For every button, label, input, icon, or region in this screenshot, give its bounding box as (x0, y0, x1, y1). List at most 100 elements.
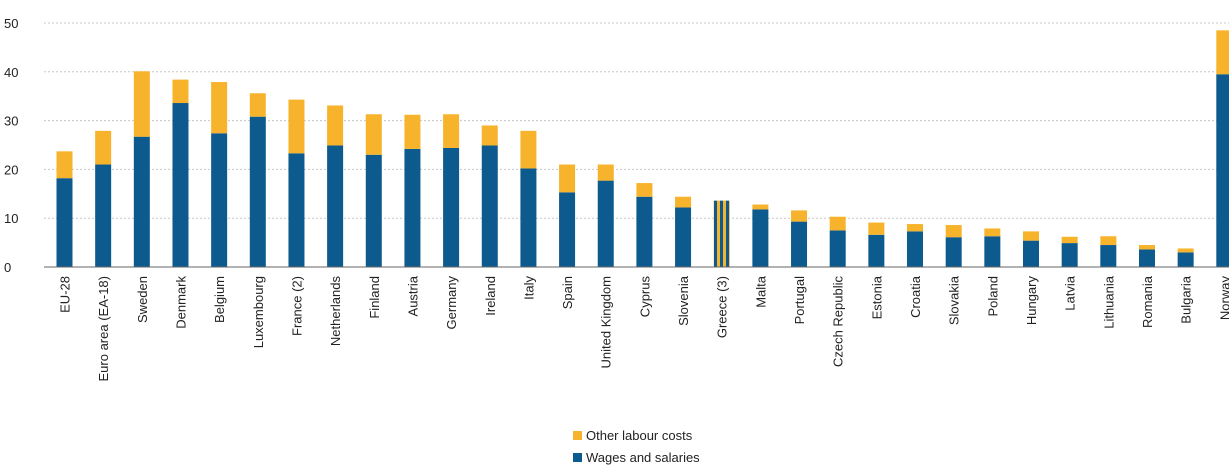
bar-wages-norway (1216, 74, 1229, 267)
bar-wages-spain (559, 192, 575, 267)
x-label-croatia: Croatia (908, 275, 923, 318)
bar-other-cyprus (636, 183, 652, 197)
bar-other-bulgaria (1178, 248, 1194, 252)
bar-other-croatia (907, 224, 923, 231)
x-label-italy: Italy (521, 276, 536, 300)
bar-other-poland (984, 228, 1000, 236)
bar-wages-sweden (134, 137, 150, 267)
x-label-germany: Germany (444, 276, 459, 330)
bar-wages-netherlands (327, 145, 343, 267)
bar-wages-lithuania (1100, 245, 1116, 267)
x-label-belgium: Belgium (212, 276, 227, 323)
bar-wages-ireland (482, 145, 498, 267)
bar-wages-luxembourg (250, 117, 266, 267)
bar-other-netherlands (327, 105, 343, 145)
y-tick-label-30: 30 (4, 114, 18, 129)
bar-wages-estonia (868, 235, 884, 267)
x-label-netherlands: Netherlands (328, 276, 343, 347)
legend: Other labour costs Wages and salaries (573, 424, 700, 468)
bar-other-norway (1216, 30, 1229, 74)
x-label-slovenia: Slovenia (676, 275, 691, 326)
bar-wages-denmark (172, 103, 188, 267)
bar-wages-poland (984, 236, 1000, 267)
legend-label-other: Other labour costs (586, 428, 692, 443)
x-label-lithuania: Lithuania (1101, 275, 1116, 329)
bar-wages-romania (1139, 249, 1155, 267)
bar-wages-slovakia (946, 237, 962, 267)
bar-other-spain (559, 165, 575, 193)
x-label-bulgaria: Bulgaria (1179, 275, 1194, 323)
bar-other-ireland (482, 125, 498, 145)
bar-wages-czech-republic (830, 230, 846, 267)
bar-other-eu-28 (57, 151, 73, 178)
bar-other-hungary (1023, 231, 1039, 240)
x-label-sweden: Sweden (135, 276, 150, 323)
x-label-greece-3: Greece (3) (715, 276, 730, 338)
x-label-finland: Finland (367, 276, 382, 319)
bar-other-austria (404, 115, 420, 149)
bar-wages-latvia (1062, 243, 1078, 267)
bar-other-finland (366, 114, 382, 155)
bar-other-france-2 (288, 100, 304, 154)
bar-other-malta (752, 205, 768, 210)
x-label-poland: Poland (985, 276, 1000, 316)
x-label-denmark: Denmark (173, 276, 188, 329)
bar-wages-germany (443, 148, 459, 267)
bar-wages-austria (404, 149, 420, 267)
y-tick-label-10: 10 (4, 211, 18, 226)
x-label-romania: Romania (1140, 275, 1155, 328)
bar-wages-malta (752, 209, 768, 267)
x-label-slovakia: Slovakia (947, 275, 962, 325)
legend-swatch-other (573, 431, 582, 440)
x-label-austria: Austria (405, 275, 420, 316)
bar-other-germany (443, 114, 459, 148)
bar-wages-hungary (1023, 241, 1039, 267)
x-label-malta: Malta (753, 275, 768, 308)
bar-other-belgium (211, 82, 227, 133)
bar-other-lithuania (1100, 236, 1116, 245)
bar-other-slovakia (946, 225, 962, 237)
x-label-portugal: Portugal (792, 276, 807, 325)
bar-other-estonia (868, 223, 884, 235)
bar-other-portugal (791, 210, 807, 221)
x-label-france-2: France (2) (289, 276, 304, 336)
bar-wages-italy (520, 168, 536, 267)
bars (57, 30, 1229, 267)
x-axis-labels: EU-28 Euro area (EA-18) Sweden Denmark Belgi… (58, 275, 1229, 381)
x-label-eu-28: EU-28 (58, 276, 73, 313)
x-label-ireland: Ireland (483, 276, 498, 316)
bar-wages-cyprus (636, 197, 652, 267)
bar-other-romania (1139, 245, 1155, 249)
x-label-united-kingdom: United Kingdom (599, 276, 614, 369)
x-label-czech-republic: Czech Republic (831, 276, 846, 368)
bar-wages-finland (366, 155, 382, 267)
x-label-euro-area-ea-18: Euro area (EA-18) (96, 276, 111, 382)
y-tick-label-40: 40 (4, 65, 18, 80)
legend-swatch-wages (573, 453, 582, 462)
bar-other-latvia (1062, 237, 1078, 243)
bar-wages-united-kingdom (598, 181, 614, 267)
bar-greece-3 (714, 201, 730, 267)
x-label-norway: Norway (1217, 276, 1229, 321)
x-label-luxembourg: Luxembourg (251, 276, 266, 348)
bar-other-united-kingdom (598, 165, 614, 181)
bar-other-italy (520, 131, 536, 169)
legend-item-wages: Wages and salaries (573, 446, 700, 468)
bar-wages-belgium (211, 133, 227, 267)
bar-wages-bulgaria (1178, 252, 1194, 267)
x-label-latvia: Latvia (1063, 275, 1078, 310)
bar-other-denmark (172, 80, 188, 103)
bar-other-euro-area-ea-18 (95, 131, 111, 165)
bar-other-czech-republic (830, 217, 846, 231)
y-tick-label-20: 20 (4, 162, 18, 177)
bar-wages-france-2 (288, 153, 304, 267)
bar-other-sweden (134, 71, 150, 136)
x-label-cyprus: Cyprus (637, 276, 652, 318)
bar-wages-portugal (791, 222, 807, 267)
bar-other-luxembourg (250, 93, 266, 116)
y-tick-label-0: 0 (4, 260, 11, 275)
x-label-spain: Spain (560, 276, 575, 309)
bar-wages-croatia (907, 231, 923, 267)
